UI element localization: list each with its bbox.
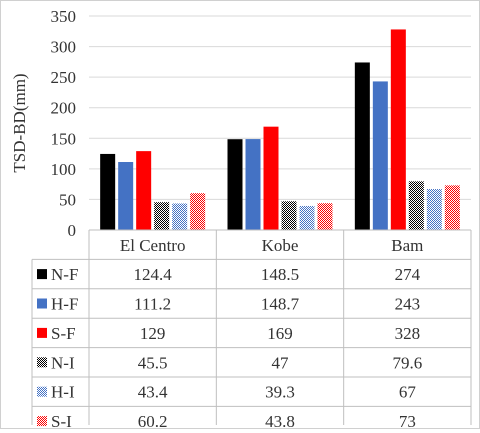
bar: [227, 139, 243, 230]
legend-key: [37, 357, 47, 368]
legend-key: [37, 386, 47, 397]
category-label: El Centro: [120, 236, 186, 255]
bar: [390, 29, 406, 230]
y-tick-label: 150: [51, 129, 77, 148]
y-tick-label: 100: [51, 160, 77, 179]
table-value: 243: [395, 295, 421, 314]
bar: [426, 189, 442, 230]
table-value: 111.2: [134, 295, 171, 314]
bar: [136, 151, 152, 230]
table-value: 148.5: [261, 265, 299, 284]
category-label: Kobe: [262, 236, 299, 255]
bar: [100, 153, 116, 230]
table-value: 60.2: [138, 412, 168, 428]
legend-label: S-F: [51, 324, 76, 343]
y-tick-label: 200: [51, 99, 77, 118]
table-value: 274: [395, 265, 421, 284]
y-tick-label: 350: [51, 7, 77, 26]
bar: [299, 205, 315, 230]
table-value: 43.8: [265, 412, 295, 428]
y-tick-label: 50: [59, 190, 76, 209]
bar: [118, 162, 134, 230]
table-value: 47: [272, 353, 290, 372]
bar: [372, 81, 388, 231]
legend-label: N-F: [51, 265, 78, 284]
table-value: 129: [140, 324, 166, 343]
y-tick-label: 0: [68, 221, 77, 240]
legend-key: [37, 416, 47, 427]
category-label: Bam: [391, 236, 423, 255]
bar: [281, 201, 297, 230]
table-value: 79.6: [392, 353, 422, 372]
table-value: 169: [267, 324, 293, 343]
table-value: 45.5: [138, 353, 168, 372]
bar: [444, 185, 460, 230]
table-value: 67: [399, 383, 417, 402]
legend-key: [37, 298, 47, 309]
y-tick-label: 300: [51, 38, 77, 57]
y-axis-ticks: 0 50 100 150 200 250 300 350: [51, 7, 77, 240]
legend-key: [37, 327, 47, 338]
bar: [408, 181, 424, 230]
bar: [154, 202, 170, 230]
y-tick-label: 250: [51, 68, 77, 87]
data-table: El Centro Kobe Bam N-F 124.4 148.5 274 H-F 111.2…: [31, 229, 472, 431]
bar: [190, 193, 206, 230]
legend-label: S-I: [51, 412, 72, 428]
table-value: 328: [395, 324, 421, 343]
bars: [100, 29, 460, 231]
table-value: 124.4: [134, 265, 173, 284]
bar: [172, 203, 188, 230]
bar: [354, 62, 370, 231]
table-value: 43.4: [138, 383, 168, 402]
legend-label: N-I: [51, 353, 75, 372]
bar: [263, 126, 279, 230]
gridlines: [89, 15, 471, 200]
table-value: 39.3: [265, 383, 295, 402]
y-axis-label: TSD-BD(mm): [10, 73, 29, 172]
legend-label: H-F: [51, 295, 78, 314]
legend-key: [37, 269, 47, 280]
bar: [245, 139, 261, 230]
table-value: 73: [399, 412, 416, 428]
legend-label: H-I: [51, 383, 75, 402]
bar: [317, 203, 333, 230]
table-value: 148.7: [261, 295, 300, 314]
